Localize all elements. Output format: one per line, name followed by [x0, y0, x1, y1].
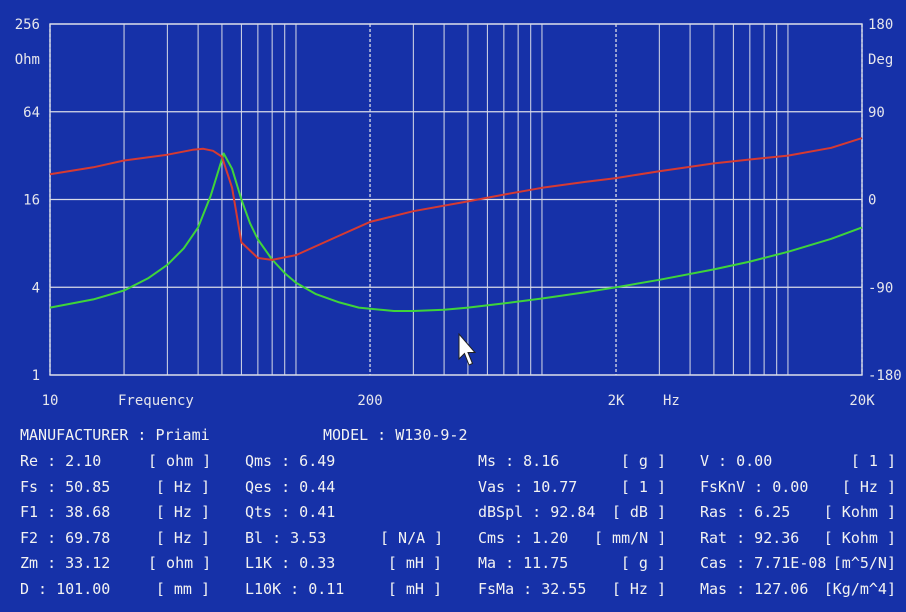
- chart-axis-labels: 256 64 16 4 1 Ohm 180 90 0 -90 -180 Deg 10 200 2K 20K Fr…: [15, 17, 902, 409]
- manufacturer-label: MANUFACTURER : Priami: [20, 426, 210, 444]
- y-right-tick-label: 0: [868, 193, 876, 209]
- param-unit: [ Kohm ]: [823, 528, 896, 547]
- param-unit: [ Hz ]: [155, 477, 210, 496]
- param-label: Qts : 0.41: [245, 503, 336, 521]
- x-axis-title: Frequency: [118, 393, 194, 409]
- chart-grid: [49, 23, 863, 376]
- param-unit: [Kg/m^4]: [823, 579, 896, 598]
- y-left-tick-label: 1: [32, 368, 40, 384]
- param-label: Cms : 1.20: [478, 528, 569, 547]
- y-right-tick-label: -180: [868, 368, 902, 384]
- param-unit: [ Hz ]: [155, 528, 210, 547]
- param-unit: [ Kohm ]: [823, 503, 896, 521]
- param-unit: [ Hz ]: [611, 579, 666, 598]
- param-label: Qes : 0.44: [245, 477, 336, 496]
- param-unit: [ mm/N ]: [594, 528, 667, 547]
- x-tick-label: 2K: [608, 393, 625, 409]
- param-unit: [ 1 ]: [620, 477, 666, 496]
- param-unit: [ Hz ]: [841, 477, 896, 496]
- param-unit: [ mm ]: [155, 579, 210, 598]
- x-tick-label: 200: [357, 393, 382, 409]
- param-label: Bl : 3.53: [245, 528, 327, 547]
- param-label: F1 : 38.68: [20, 503, 111, 521]
- param-unit: [ dB ]: [611, 503, 666, 521]
- y-right-unit-label: Deg: [868, 52, 893, 68]
- x-tick-label: 20K: [849, 393, 875, 409]
- param-label: Re : 2.10: [20, 452, 102, 470]
- param-unit: [ g ]: [620, 452, 666, 470]
- y-left-unit-label: Ohm: [15, 52, 40, 68]
- impedance-phase-chart: 256 64 16 4 1 Ohm 180 90 0 -90 -180 Deg 10 200 2K 20K Fr…: [15, 17, 902, 409]
- param-label: L1K : 0.33: [245, 554, 336, 572]
- model-label: MODEL : W130-9-2: [323, 426, 468, 444]
- y-right-tick-label: -90: [868, 280, 893, 296]
- param-label: Vas : 10.77: [478, 477, 578, 496]
- plot-frame: [49, 23, 863, 376]
- param-label: FsMa : 32.55: [478, 579, 587, 598]
- y-left-tick-label: 64: [23, 105, 40, 121]
- param-unit: [ N/A ]: [380, 528, 444, 547]
- x-unit-label: Hz: [663, 393, 680, 409]
- phase-curve: [49, 137, 863, 261]
- impedance-curve: [49, 152, 863, 312]
- chart-curves: [49, 137, 863, 312]
- param-label: dBSpl : 92.84: [478, 503, 596, 521]
- parameter-panel: MANUFACTURER : Priami MODEL : W130-9-2 R…: [0, 418, 906, 612]
- x-tick-label: 10: [42, 393, 59, 409]
- param-label: F2 : 69.78: [20, 528, 111, 547]
- param-unit: [ Hz ]: [155, 503, 210, 521]
- y-right-tick-label: 180: [868, 17, 893, 33]
- param-label: Ma : 11.75: [478, 554, 569, 572]
- param-unit: [m^5/N]: [832, 554, 896, 572]
- param-unit: [ ohm ]: [148, 554, 212, 572]
- param-label: D : 101.00: [20, 579, 111, 598]
- param-label: Ras : 6.25: [700, 503, 791, 521]
- param-label: L10K : 0.11: [245, 579, 345, 598]
- param-label: Zm : 33.12: [20, 554, 111, 572]
- param-unit: [ mH ]: [387, 579, 442, 598]
- param-label: Qms : 6.49: [245, 452, 336, 470]
- y-left-tick-label: 4: [32, 280, 40, 296]
- param-label: Ms : 8.16: [478, 452, 560, 470]
- param-label: Mas : 127.06: [700, 579, 809, 598]
- param-unit: [ ohm ]: [148, 452, 212, 470]
- param-label: Cas : 7.71E-08: [700, 554, 827, 572]
- param-label: Fs : 50.85: [20, 477, 111, 496]
- param-unit: [ g ]: [620, 554, 666, 572]
- param-unit: [ mH ]: [387, 554, 442, 572]
- y-right-tick-label: 90: [868, 105, 885, 121]
- param-label: Rat : 92.36: [700, 528, 800, 547]
- mouse-pointer-icon: [458, 333, 476, 366]
- y-left-tick-label: 16: [23, 193, 40, 209]
- param-label: FsKnV : 0.00: [700, 477, 809, 496]
- param-unit: [ 1 ]: [850, 452, 896, 470]
- y-left-tick-label: 256: [15, 17, 40, 33]
- param-label: V : 0.00: [700, 452, 773, 470]
